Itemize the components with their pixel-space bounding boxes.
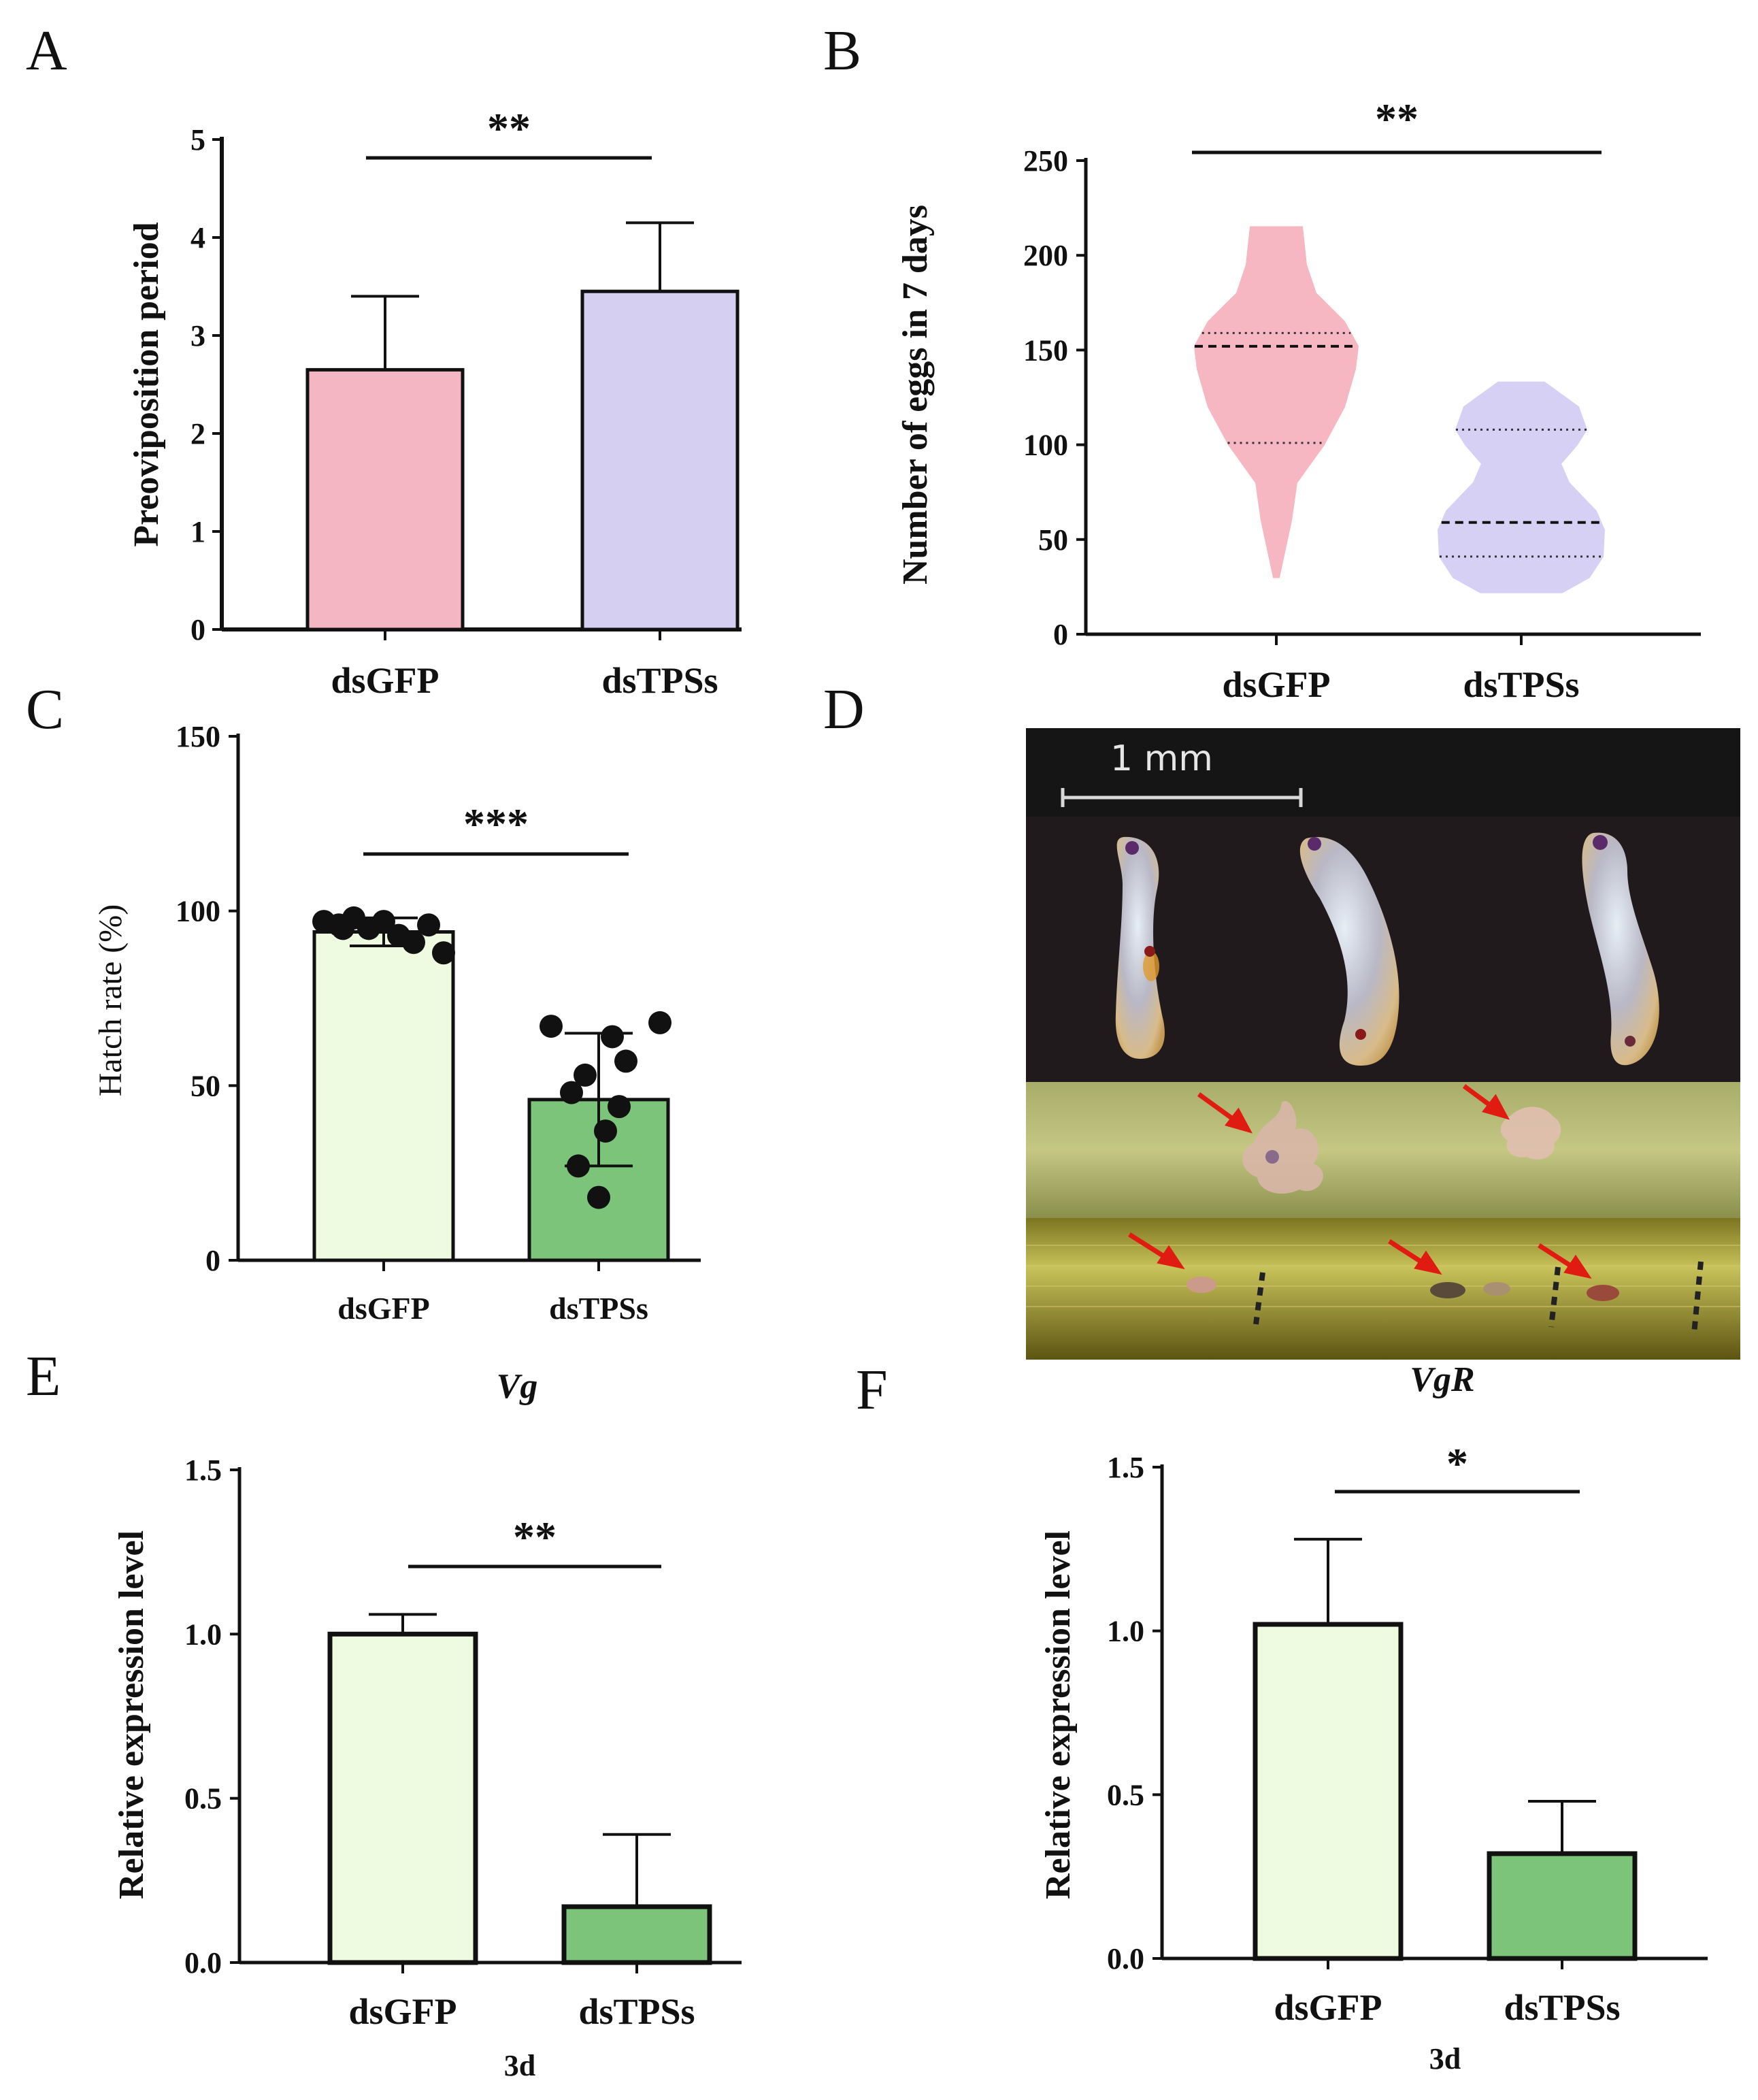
- x-tick-label: dsGFP: [331, 660, 439, 701]
- bar: [312, 930, 455, 1262]
- data-point: [574, 1063, 597, 1087]
- y-tick-label: 1.5: [184, 1454, 222, 1487]
- gene-title: Vg: [497, 1367, 538, 1406]
- y-tick-label: 250: [1023, 144, 1068, 178]
- panel-label-e: E: [26, 1345, 61, 1408]
- egg-2: [1299, 836, 1399, 1066]
- data-point: [648, 1011, 671, 1034]
- significance-label: **: [513, 1513, 557, 1561]
- x-tick-label: dsTPSs: [578, 1991, 695, 2032]
- arrows-strip-2: [1128, 1232, 1592, 1279]
- data-point: [587, 1185, 610, 1209]
- bar: [580, 289, 740, 631]
- scale-bar-label: 1 mm: [1110, 738, 1213, 779]
- significance-label: ***: [463, 800, 529, 848]
- x-tick-label: dsGFP: [337, 1291, 429, 1326]
- egg-1: [1115, 836, 1165, 1059]
- x-tick-label: dsTPSs: [601, 660, 718, 701]
- y-tick-label: 100: [1023, 429, 1068, 462]
- data-point: [567, 1154, 590, 1178]
- significance-label: *: [1446, 1439, 1468, 1488]
- data-point: [594, 1119, 617, 1143]
- y-tick-label: 3: [190, 319, 205, 352]
- y-axis-label: Hatch rate (%): [93, 904, 129, 1097]
- data-point: [608, 1095, 631, 1119]
- bar: [327, 1631, 478, 1965]
- y-tick-label: 0.5: [1107, 1778, 1144, 1811]
- y-tick-label: 0: [190, 613, 205, 646]
- bar: [1487, 1851, 1638, 1961]
- data-point: [560, 1081, 583, 1104]
- chart-f-vgr-expression: 0.0 0.5 1.0 1.5 dsGFP dsTPSs Relative expressi…: [1039, 1360, 1708, 2076]
- y-tick-label: 1.5: [1107, 1451, 1144, 1484]
- bar: [305, 367, 465, 631]
- y-tick-label: 200: [1023, 239, 1068, 272]
- panel-label-f: F: [856, 1358, 888, 1422]
- x-tick-label: dsTPSs: [1504, 1987, 1620, 2028]
- photo-scale-strip: [1026, 728, 1740, 817]
- data-point: [402, 930, 425, 954]
- panel-label-d: D: [823, 678, 865, 741]
- data-point: [614, 1049, 637, 1073]
- y-axis-label: Number of eggs in 7 days: [896, 205, 935, 585]
- gene-title: VgR: [1410, 1360, 1474, 1399]
- y-tick-label: 0.0: [1107, 1942, 1144, 1975]
- leaf-veins: [1026, 1245, 1740, 1307]
- significance-label: **: [487, 104, 531, 152]
- data-point: [432, 941, 455, 965]
- data-point: [540, 1015, 563, 1038]
- hatched-eggs: [1187, 1277, 1619, 1301]
- egg-cluster-2: [1500, 1106, 1561, 1160]
- bar: [561, 1904, 712, 1965]
- y-tick-label: 5: [190, 123, 205, 157]
- y-tick-label: 150: [176, 720, 220, 753]
- x-tick-label: dsTPSs: [549, 1291, 648, 1326]
- egg-cluster-1: [1242, 1101, 1323, 1194]
- data-point: [417, 913, 440, 937]
- data-point: [372, 910, 395, 934]
- panel-label-b: B: [823, 19, 861, 82]
- y-tick-label: 0.0: [184, 1946, 222, 1980]
- x-tick-label: dsGFP: [1222, 664, 1330, 705]
- y-tick-label: 1: [190, 515, 205, 548]
- y-tick-label: 1.0: [184, 1618, 222, 1651]
- chart-e-vg-expression: 0.0 0.5 1.0 1.5 dsGFP dsTPSs Relative expressi…: [112, 1367, 742, 2082]
- y-axis-label: Preoviposition period: [127, 222, 166, 546]
- y-tick-label: 100: [176, 895, 220, 928]
- chart-a-preoviposition: 0 1 2 3 4 5 dsGFP dsTPSs Preoviposition period **: [127, 104, 742, 701]
- y-tick-label: 50: [190, 1069, 220, 1102]
- x-tick-label: dsTPSs: [1463, 664, 1579, 705]
- data-point: [331, 917, 354, 940]
- violin-body: [1193, 226, 1359, 578]
- egg-3: [1582, 832, 1659, 1066]
- x-tick-label: dsGFP: [1274, 1987, 1382, 2028]
- y-tick-label: 4: [190, 221, 205, 255]
- y-tick-label: 0: [205, 1244, 220, 1277]
- photo-leaf-strip-1: [1026, 1082, 1740, 1218]
- panel-label-c: C: [26, 678, 64, 741]
- y-tick-label: 1.0: [1107, 1615, 1144, 1648]
- panel-label-a: A: [26, 19, 67, 82]
- leaf-dark-marks: [1253, 1261, 1704, 1334]
- data-point: [601, 1025, 624, 1049]
- y-tick-label: 0: [1053, 618, 1068, 651]
- y-tick-label: 2: [190, 417, 205, 450]
- violin-body: [1437, 381, 1606, 593]
- x-tick-label: dsGFP: [348, 1991, 457, 2032]
- chart-c-hatch-rate: 0 50 100 150 dsGFP dsTPSs Hatch rate (%) ***: [93, 720, 701, 1326]
- x-axis-label: 3d: [504, 2049, 535, 2082]
- y-tick-label: 150: [1023, 333, 1068, 367]
- y-tick-label: 50: [1038, 523, 1068, 557]
- arrows-strip-1: [1197, 1084, 1510, 1134]
- y-tick-label: 0.5: [184, 1782, 222, 1816]
- bar: [1253, 1622, 1404, 1961]
- bar: [527, 1098, 670, 1262]
- y-axis-label: Relative expression level: [1039, 1530, 1078, 1899]
- photo-d-eggs: 1 mm: [1026, 728, 1740, 1360]
- y-axis-label: Relative expression level: [112, 1530, 151, 1899]
- significance-label: **: [1375, 95, 1419, 143]
- x-axis-label: 3d: [1429, 2042, 1461, 2076]
- chart-b-egg-count: 0 50 100 150 200 250 dsGFP dsTPSs Number of eggs…: [896, 95, 1701, 705]
